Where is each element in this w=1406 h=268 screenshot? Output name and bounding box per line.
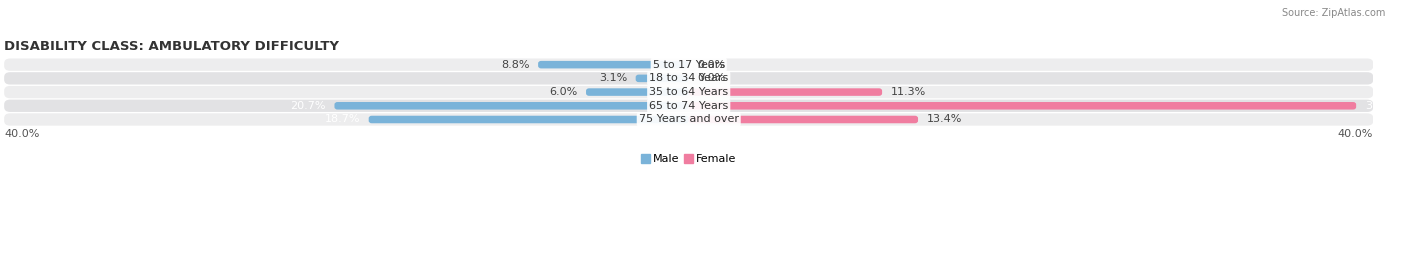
Text: 40.0%: 40.0% [1339,129,1374,139]
FancyBboxPatch shape [368,116,689,123]
Text: 3.1%: 3.1% [599,73,627,83]
Text: 5 to 17 Years: 5 to 17 Years [652,60,724,70]
Text: 39.0%: 39.0% [1365,101,1400,111]
FancyBboxPatch shape [4,113,1374,126]
FancyBboxPatch shape [586,88,689,96]
Text: 18.7%: 18.7% [325,114,360,125]
FancyBboxPatch shape [4,86,1374,98]
FancyBboxPatch shape [538,61,689,68]
Text: 75 Years and over: 75 Years and over [638,114,738,125]
Text: 18 to 34 Years: 18 to 34 Years [650,73,728,83]
Text: Source: ZipAtlas.com: Source: ZipAtlas.com [1281,8,1385,18]
Text: 0.0%: 0.0% [697,60,725,70]
Text: 11.3%: 11.3% [890,87,927,97]
FancyBboxPatch shape [335,102,689,110]
Text: 13.4%: 13.4% [927,114,962,125]
Text: 8.8%: 8.8% [501,60,530,70]
Text: 65 to 74 Years: 65 to 74 Years [650,101,728,111]
FancyBboxPatch shape [689,116,918,123]
FancyBboxPatch shape [4,100,1374,112]
FancyBboxPatch shape [4,58,1374,71]
Text: 40.0%: 40.0% [4,129,39,139]
Text: 0.0%: 0.0% [697,73,725,83]
Text: DISABILITY CLASS: AMBULATORY DIFFICULTY: DISABILITY CLASS: AMBULATORY DIFFICULTY [4,40,339,53]
Text: 35 to 64 Years: 35 to 64 Years [650,87,728,97]
FancyBboxPatch shape [4,72,1374,84]
Text: 20.7%: 20.7% [291,101,326,111]
FancyBboxPatch shape [636,75,689,82]
FancyBboxPatch shape [689,88,882,96]
FancyBboxPatch shape [689,102,1357,110]
Text: 6.0%: 6.0% [550,87,578,97]
Legend: Male, Female: Male, Female [641,154,737,164]
